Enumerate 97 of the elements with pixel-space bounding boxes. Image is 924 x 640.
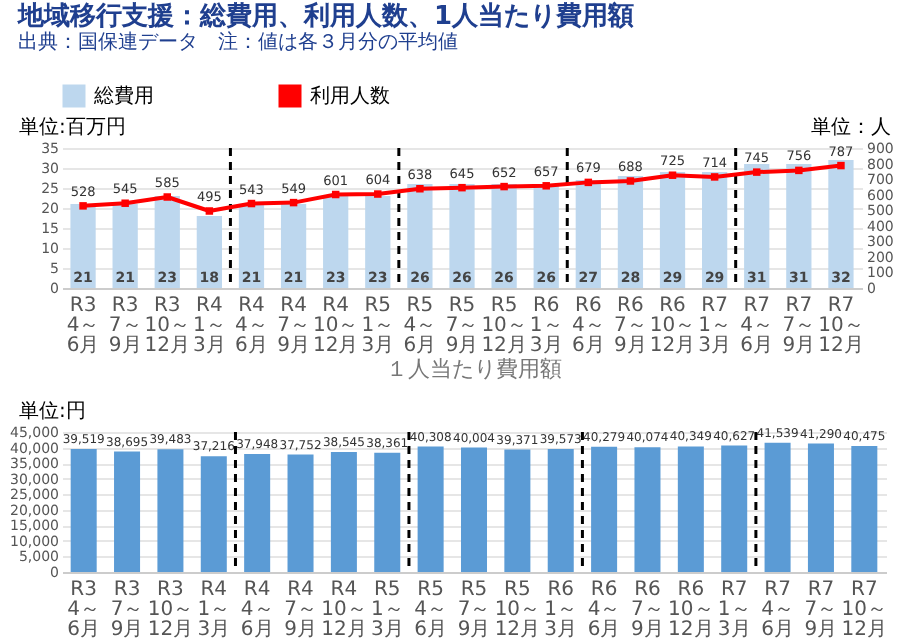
bar [491,184,517,288]
x-tick-label: R7 7～9月 [782,295,816,357]
chart-title: １人当たり費用額 [386,356,562,382]
bar [112,204,138,288]
x-tick-label: R6 10～12月 [668,579,714,640]
y2-axis-title: 単位：人 [811,115,891,139]
x-tick-label: R6 4～6月 [587,579,621,640]
point [542,182,550,190]
bar [460,447,488,572]
bar [721,445,748,572]
x-tick-label: R3 7～9月 [110,579,144,640]
x-tick-label: R4 4～6月 [235,295,268,357]
x-tick-label: R5 7～9月 [457,579,491,640]
text: 出典：国保連データ 注：値は各３月分の平均値 [18,32,458,54]
bar [807,443,834,572]
x-tick-label: R7 10～12月 [818,295,864,357]
chart-title: 地域移行支援：総費用、利用人数、1人当たり費用額 [16,0,635,32]
bar [407,184,433,288]
legend-label: 利用人数 [310,84,390,108]
x-tick-label: R5 1～3月 [361,295,395,357]
x-tick-label: R4 7～9月 [284,579,317,640]
bar [244,453,271,572]
bar [851,446,878,572]
x-tick-label: R4 7～9月 [277,295,310,357]
point [416,185,424,193]
x-tick-label: R3 10～12月 [144,295,190,357]
bar [547,448,574,572]
x-tick-label: R6 1～3月 [544,579,578,640]
x-tick-label: R7 10～12月 [841,579,888,640]
point [205,207,214,215]
point [374,190,382,198]
bar [114,451,141,572]
bar [365,196,391,288]
bar [374,452,401,572]
bar [702,172,728,288]
bar [786,164,812,288]
bar [70,204,96,288]
bar [764,442,791,572]
point [837,161,845,170]
point [795,166,803,175]
bar [617,176,644,288]
bar [828,160,854,288]
bar [504,449,531,572]
x-tick-label: R7 7～9月 [804,579,838,640]
point [79,202,87,210]
bar [323,196,349,288]
bar [238,204,265,288]
point [500,182,508,191]
x-tick-label: R4 4～6月 [240,579,274,640]
x-tick-label: R5 7～9月 [445,295,479,357]
x-tick-label: R7 4～6月 [740,295,774,357]
x-tick-label: R4 1～3月 [192,295,226,357]
x-tick-label: R6 7～9月 [614,295,647,357]
x-tick-label: R4 10～12月 [321,579,367,640]
x-tick-label: R6 10～12月 [649,295,696,357]
bar [287,454,314,572]
x-tick-label: R5 4～6月 [414,579,448,640]
bar [591,446,618,572]
bar [70,449,97,572]
x-tick-label: R3 4～6月 [66,295,100,357]
bar [330,452,357,572]
x-tick-label: R6 1～3月 [529,295,563,357]
x-tick-label: R6 7～9月 [631,579,664,640]
x-tick-label: R7 1～3月 [717,579,751,640]
point [668,171,677,179]
bar [200,456,227,572]
bar [157,449,184,572]
bar [196,216,222,288]
bar [634,447,661,572]
bar [280,204,307,288]
legend-label: 総費用 [92,84,154,108]
x-tick-label: R3 10～12月 [147,579,194,640]
bar [677,446,704,572]
y-axis-title: 単位:百万円 [19,115,126,139]
x-tick-label: R6 4～6月 [571,295,605,357]
x-tick-label: R7 4～6月 [761,579,794,640]
x-tick-label: R7 1～3月 [698,295,732,357]
point [163,193,172,201]
bar [744,164,770,288]
point [710,173,719,181]
x-tick-label: R5 1～3月 [370,579,404,640]
x-tick-label: R5 4～6月 [403,295,437,357]
point [458,183,466,192]
bar [575,180,601,288]
y-axis-title: 単位:円 [19,399,86,423]
bar [449,184,475,288]
x-tick-label: R5 10～12月 [481,295,527,357]
x-tick-label: R5 10～12月 [494,579,541,640]
x-tick-label: R4 10～12月 [312,295,359,357]
point [626,177,635,185]
point [752,168,761,176]
point [121,199,129,207]
bar [659,172,686,288]
x-tick-label: R3 4～6月 [67,579,101,640]
x-tick-label: R4 1～3月 [197,579,231,640]
bar [417,446,444,572]
x-tick-label: R3 7～9月 [108,295,142,357]
